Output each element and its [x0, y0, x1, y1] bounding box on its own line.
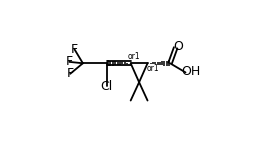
- Text: OH: OH: [181, 65, 200, 78]
- Text: or1: or1: [127, 52, 140, 61]
- Text: Cl: Cl: [101, 80, 113, 93]
- Text: F: F: [71, 43, 78, 56]
- Text: or1: or1: [146, 64, 159, 73]
- Text: F: F: [67, 67, 74, 80]
- Text: O: O: [173, 40, 183, 53]
- Text: F: F: [66, 55, 73, 68]
